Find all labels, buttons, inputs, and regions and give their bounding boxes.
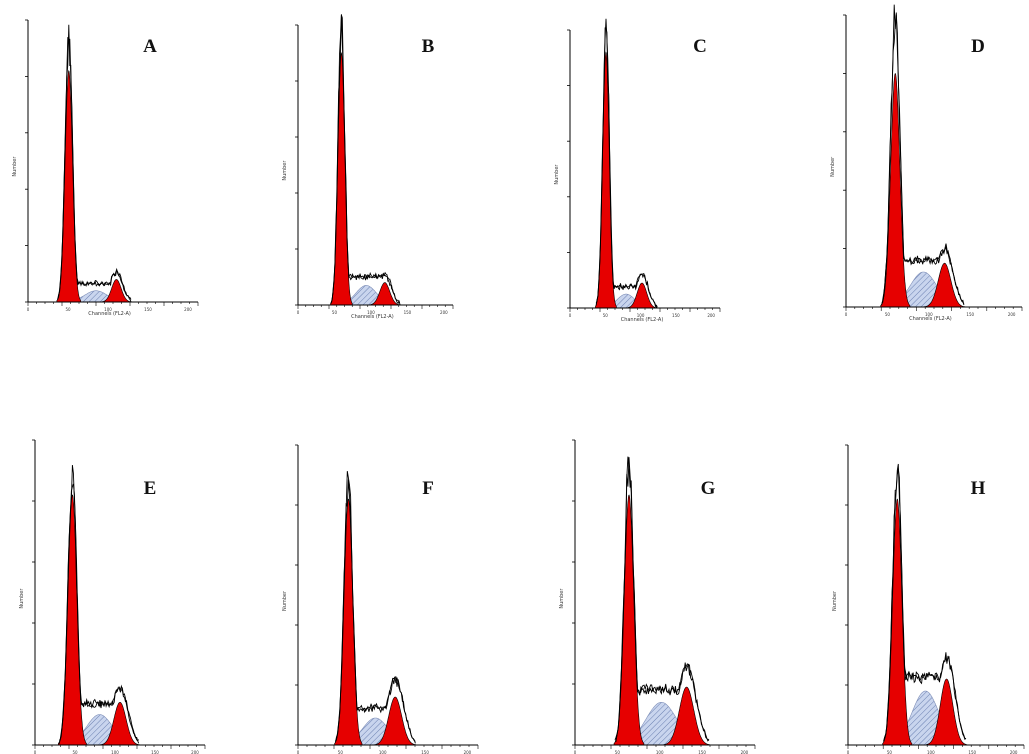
x-tick-label: 0 bbox=[847, 750, 850, 754]
panel-label: A bbox=[143, 36, 157, 57]
x-tick-label: 50 bbox=[338, 750, 344, 754]
g1-peak bbox=[614, 495, 644, 745]
x-tick-label: 200 bbox=[741, 750, 749, 754]
x-tick-label: 200 bbox=[707, 313, 715, 318]
y-axis-title: Number bbox=[12, 156, 18, 177]
panel-label: E bbox=[144, 478, 157, 499]
x-tick-label: 200 bbox=[191, 750, 199, 754]
x-tick-label: 200 bbox=[1008, 312, 1016, 317]
x-tick-label: 50 bbox=[885, 312, 891, 317]
g1-peak bbox=[595, 52, 616, 308]
x-axis-title: Channels (FL2-A) bbox=[351, 314, 394, 320]
panel-label: F bbox=[422, 478, 434, 499]
x-tick-label: 200 bbox=[184, 307, 192, 312]
g1-peak bbox=[58, 495, 86, 745]
x-tick-label: 200 bbox=[440, 310, 448, 315]
panel-label: B bbox=[422, 36, 435, 57]
x-tick-label: 50 bbox=[72, 750, 78, 754]
x-tick-label: 0 bbox=[574, 750, 577, 754]
x-tick-label: 0 bbox=[845, 312, 848, 317]
y-axis-title: Number bbox=[559, 588, 565, 609]
g1-peak bbox=[883, 499, 912, 745]
panel-label: H bbox=[971, 478, 986, 499]
x-tick-label: 200 bbox=[1010, 750, 1018, 754]
x-axis-title: Channels (FL2-A) bbox=[909, 316, 952, 322]
panel-label: G bbox=[701, 478, 716, 499]
x-axis-title: Channels (FL2-A) bbox=[621, 317, 664, 323]
y-axis-title: Number bbox=[282, 160, 288, 181]
x-tick-label: 0 bbox=[297, 750, 300, 754]
x-tick-label: 50 bbox=[615, 750, 621, 754]
x-tick-label: 200 bbox=[464, 750, 472, 754]
y-axis-title: Number bbox=[19, 588, 25, 609]
panel-label: D bbox=[971, 36, 985, 57]
panel-label: C bbox=[693, 36, 707, 57]
x-tick-label: 50 bbox=[603, 313, 609, 318]
x-tick-label: 50 bbox=[887, 750, 893, 754]
x-tick-label: 150 bbox=[144, 307, 152, 312]
y-axis-title: Number bbox=[830, 156, 836, 177]
g1-peak bbox=[330, 53, 352, 305]
x-tick-label: 50 bbox=[65, 307, 71, 312]
x-tick-label: 50 bbox=[332, 310, 338, 315]
x-axis-title: Channels (FL2-A) bbox=[88, 311, 131, 317]
x-tick-label: 0 bbox=[297, 310, 300, 315]
x-tick-label: 150 bbox=[966, 312, 974, 317]
x-tick-label: 150 bbox=[404, 310, 412, 315]
x-tick-label: 0 bbox=[34, 750, 37, 754]
x-tick-label: 0 bbox=[569, 313, 572, 318]
x-tick-label: 150 bbox=[421, 750, 429, 754]
x-tick-label: 150 bbox=[672, 313, 680, 318]
x-tick-label: 150 bbox=[968, 750, 976, 754]
x-tick-label: 150 bbox=[151, 750, 159, 754]
g1-peak bbox=[881, 74, 910, 308]
y-axis-title: Number bbox=[832, 590, 838, 611]
x-tick-label: 150 bbox=[698, 750, 706, 754]
x-tick-label: 0 bbox=[27, 307, 30, 312]
y-axis-title: Number bbox=[282, 590, 288, 611]
y-axis-title: Number bbox=[554, 164, 560, 185]
g1-peak bbox=[57, 71, 81, 302]
